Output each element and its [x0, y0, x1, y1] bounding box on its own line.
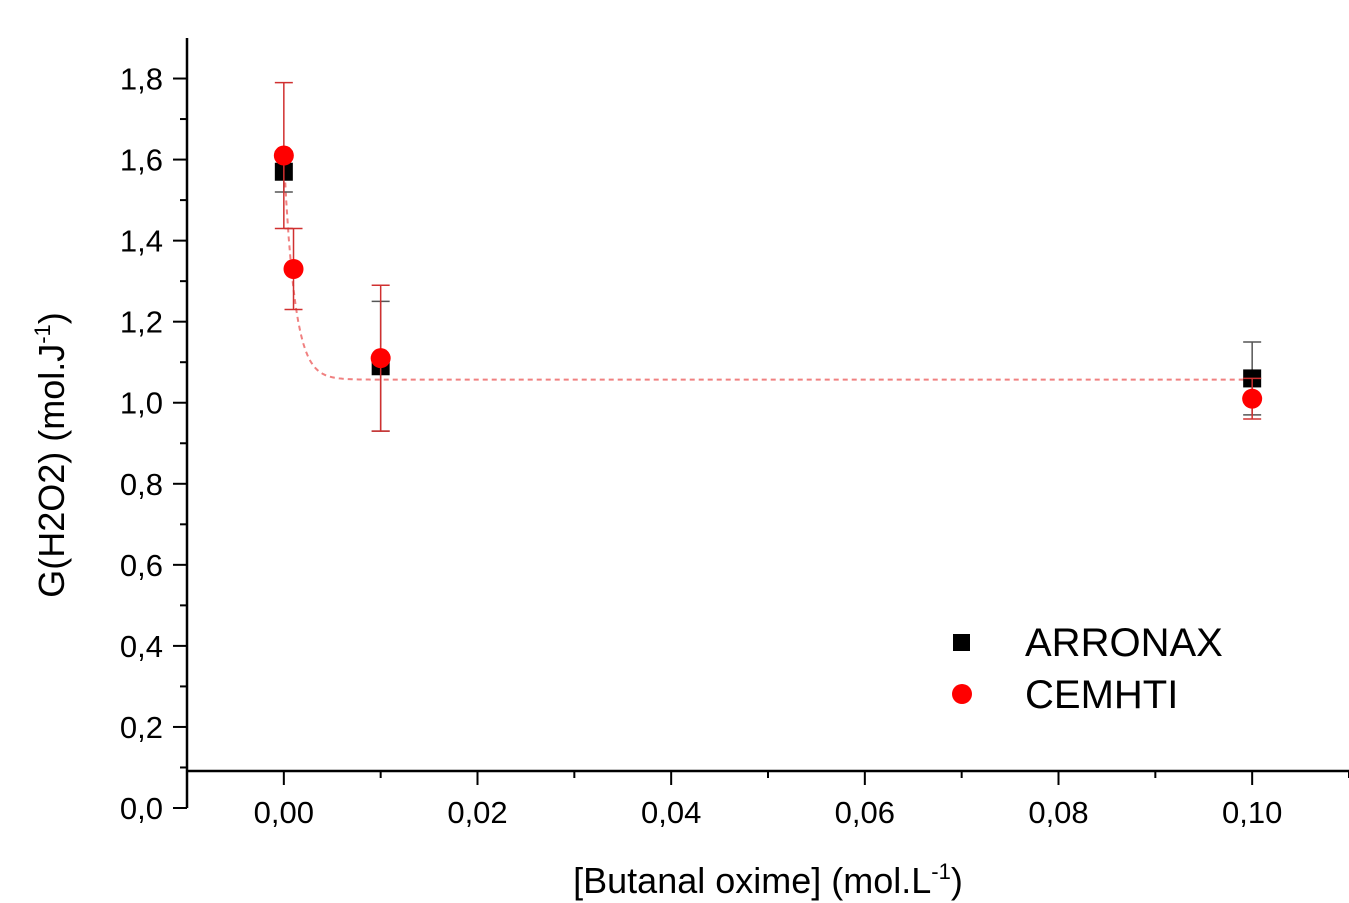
legend-label-arronax: ARRONAX [1025, 621, 1223, 665]
y-tick-label: 0,0 [120, 791, 163, 826]
legend-label-cemhti: CEMHTI [1025, 673, 1178, 717]
x-tick-label: 0,10 [1222, 795, 1282, 830]
y-axis-title: G(H2O2) (mol.J-1) [30, 312, 72, 598]
axes: 0,0 0,2 0,4 0,6 0,8 1,0 1,2 1,4 1,6 1,8 0,00 0,02 0,… [120, 38, 1349, 830]
legend: ARRONAX CEMHTI [952, 621, 1223, 717]
y-tick-label: 1,0 [120, 386, 163, 421]
x-tick-label: 0,00 [254, 795, 314, 830]
y-tick-label: 0,6 [120, 548, 163, 583]
legend-marker-cemhti [952, 684, 972, 704]
cemhti-point [370, 348, 391, 369]
fit-curve-layer [282, 155, 1253, 381]
y-tick-label: 0,2 [120, 710, 163, 745]
y-tick-label: 0,8 [120, 467, 163, 502]
y-axis-title-sup: -1 [30, 324, 55, 344]
y-tick-label: 0,4 [120, 629, 163, 664]
y-axis-title-main: G(H2O2) (mol.J [31, 344, 72, 598]
x-axis-title-sup: -1 [931, 859, 951, 884]
y-tick-label: 1,4 [120, 224, 163, 259]
x-axis-title-end: ) [951, 860, 963, 901]
x-tick-label: 0,02 [447, 795, 507, 830]
y-tick-label: 1,8 [120, 62, 163, 97]
cemhti-point [1242, 388, 1263, 409]
x-axis-title: [Butanal oxime] (mol.L-1) [573, 859, 963, 901]
x-tick-label: 0,08 [1028, 795, 1088, 830]
y-tick-label: 1,2 [120, 305, 163, 340]
fit-curve [282, 155, 1253, 381]
data-points-layer [273, 81, 1263, 432]
y-tick-label: 1,6 [120, 143, 163, 178]
cemhti-point [283, 259, 304, 279]
y-axis-title-end: ) [31, 312, 72, 324]
cemhti-point [273, 145, 294, 166]
x-axis-title-main: [Butanal oxime] (mol.L [573, 860, 931, 901]
x-tick-label: 0,04 [641, 795, 701, 830]
legend-marker-arronax [953, 634, 970, 651]
x-tick-label: 0,06 [835, 795, 895, 830]
